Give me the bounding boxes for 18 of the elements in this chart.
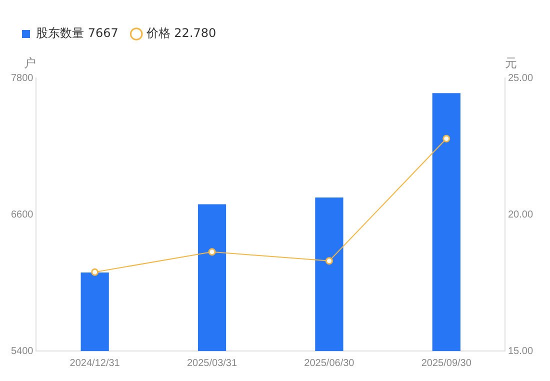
y-tick-label: 5400	[10, 346, 34, 357]
y2-axis-title: 元	[504, 56, 517, 70]
point	[208, 248, 216, 256]
y2-tick-label: 20.00	[508, 209, 534, 220]
y-tick-label: 7800	[10, 72, 34, 84]
legend-label: 股东数量 7667	[36, 26, 118, 40]
x-tick-label: 2025/06/30	[304, 358, 355, 369]
legend-label: 价格 22.780	[145, 26, 216, 40]
y2-tick-label: 25.00	[508, 72, 534, 84]
x-tick-label: 2025/03/31	[186, 358, 238, 369]
y2-tick-label: 15.00	[508, 346, 534, 357]
point	[442, 134, 450, 142]
x-tick-label: 2025/09/30	[421, 358, 472, 369]
y-axis-title: 户	[24, 56, 36, 70]
x-tick-label: 2024/12/31	[70, 358, 120, 369]
point	[91, 268, 99, 276]
point	[325, 257, 333, 265]
y-tick-label: 6600	[10, 209, 34, 220]
